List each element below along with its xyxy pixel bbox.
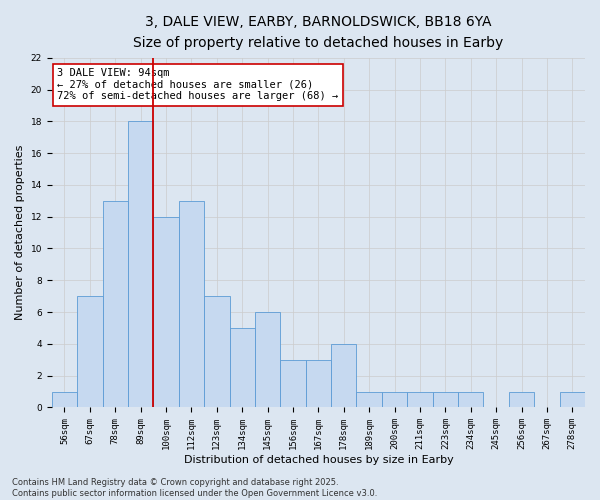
Bar (255, 312, 280, 408)
Text: 3 DALE VIEW: 94sqm
← 27% of detached houses are smaller (26)
72% of semi-detache: 3 DALE VIEW: 94sqm ← 27% of detached hou… (57, 68, 338, 102)
Bar (433, 392, 458, 407)
Bar (154, 216, 179, 408)
Bar (230, 328, 255, 407)
Bar (280, 360, 305, 408)
X-axis label: Distribution of detached houses by size in Earby: Distribution of detached houses by size … (184, 455, 453, 465)
Bar (509, 392, 534, 407)
Y-axis label: Number of detached properties: Number of detached properties (15, 145, 25, 320)
Bar (204, 296, 230, 408)
Bar (128, 122, 154, 408)
Title: 3, DALE VIEW, EARBY, BARNOLDSWICK, BB18 6YA
Size of property relative to detache: 3, DALE VIEW, EARBY, BARNOLDSWICK, BB18 … (133, 15, 503, 50)
Bar (305, 360, 331, 408)
Text: Contains HM Land Registry data © Crown copyright and database right 2025.
Contai: Contains HM Land Registry data © Crown c… (12, 478, 377, 498)
Bar (458, 392, 484, 407)
Bar (103, 201, 128, 408)
Bar (331, 344, 356, 408)
Bar (52, 392, 77, 407)
Bar (179, 201, 204, 408)
Bar (77, 296, 103, 408)
Bar (356, 392, 382, 407)
Bar (382, 392, 407, 407)
Bar (560, 392, 585, 407)
Bar (407, 392, 433, 407)
